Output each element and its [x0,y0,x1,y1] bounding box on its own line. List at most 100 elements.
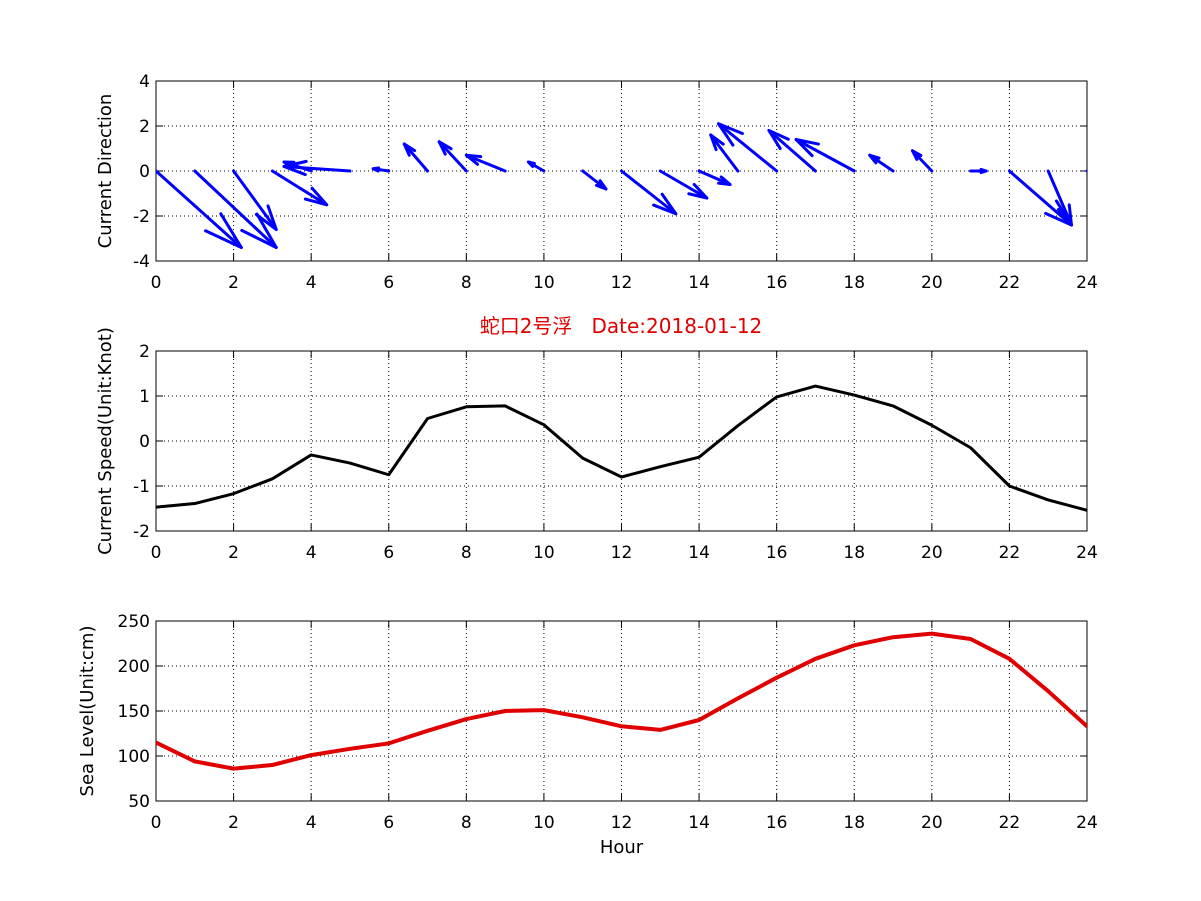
current-arrow-head [979,167,988,175]
speed-ytick-label: 2 [139,342,150,362]
current-arrow-head [709,133,725,152]
direction-xtick-label: 6 [383,273,394,293]
current-arrow [969,167,988,175]
current-arrow [1046,169,1073,227]
speed-ytick-label: 1 [139,387,150,407]
current-arrow-head [910,149,923,161]
current-arrow-shaft [270,169,329,207]
current-arrow-shaft [1046,169,1073,227]
speed-xtick-label: 10 [533,543,555,563]
level-ytick-label: 250 [118,612,150,632]
direction-xtick-label: 4 [306,273,317,293]
current-arrow [581,169,608,191]
current-arrow [620,169,678,216]
current-arrow [402,142,430,173]
current-arrow-shaft [767,129,817,173]
current-arrow [910,149,934,173]
current-arrow-shaft [282,165,352,173]
current-arrow-shaft [464,153,507,173]
current-arrow-head [371,166,381,173]
speed-xtick-label: 14 [688,543,710,563]
speed-xtick-label: 16 [766,543,788,563]
speed-xtick-label: 18 [843,543,865,563]
current-arrow-head [402,142,417,157]
current-arrow-shaft [794,138,856,173]
speed-xtick-label: 24 [1076,543,1098,563]
current-arrow-head [652,192,678,216]
current-arrow-head [526,160,536,169]
level-xtick-label: 22 [999,813,1021,833]
current-arrow [526,160,546,173]
current-arrow [437,140,468,173]
level-xtick-label: 12 [611,813,633,833]
direction-xtick-label: 24 [1076,273,1098,293]
direction-xtick-label: 12 [611,273,633,293]
direction-xtick-label: 8 [461,273,472,293]
direction-ytick-label: 0 [139,162,150,182]
current-arrow-shaft [232,169,278,231]
current-arrow [232,169,278,231]
level-xtick-label: 8 [461,813,472,833]
speed-xtick-label: 2 [228,543,239,563]
level-xlabel: Hour [600,837,644,858]
speed-xtick-label: 22 [999,543,1021,563]
current-arrow-head [687,182,709,200]
current-arrow-head [303,186,329,207]
direction-series [156,122,1134,249]
level-ytick-label: 50 [128,792,150,812]
speed-ylabel: Current Speed(Unit:Knot) [95,327,116,555]
current-arrow-shaft [437,140,468,173]
current-arrow-shaft [402,142,430,173]
current-arrow [270,169,329,207]
speed-xtick-label: 12 [611,543,633,563]
current-arrow-head [240,212,278,249]
speed-xtick-label: 20 [921,543,943,563]
current-arrow-head [717,175,732,186]
direction-xtick-label: 22 [999,273,1021,293]
direction-xtick-label: 10 [533,273,555,293]
direction-xtick-label: 20 [921,273,943,293]
current-arrow-shaft [709,133,740,173]
direction-xtick-label: 18 [843,273,865,293]
current-arrow-head [716,122,744,147]
direction-ytick-label: -2 [133,207,150,227]
speed-plot-area [155,350,1088,532]
current-arrow-shaft [620,169,678,216]
direction-ylabel: Current Direction [95,94,116,249]
level-xtick-label: 14 [688,813,710,833]
level-ytick-label: 150 [118,702,150,722]
direction-ytick-label: 4 [139,72,150,92]
level-xtick-label: 24 [1076,813,1098,833]
direction-xtick-label: 2 [228,273,239,293]
level-xtick-label: 6 [383,813,394,833]
current-arrow [193,169,278,249]
current-arrow-shaft [1085,169,1087,173]
current-arrow [868,153,895,173]
figure-title: 蛇口2号浮 Date:2018-01-12 [480,314,763,338]
current-arrow-head [437,140,453,156]
current-arrow-head [1116,183,1134,196]
current-arrow-shaft [156,169,243,249]
current-arrow [371,166,391,173]
current-arrow-head [282,159,308,177]
current-arrow-head [794,138,820,158]
current-arrow [1085,169,1134,196]
speed-xtick-label: 8 [461,543,472,563]
current-arrow [282,159,352,177]
current-arrow [716,122,779,173]
level-xtick-label: 0 [151,813,162,833]
level-xtick-label: 16 [766,813,788,833]
current-arrow [697,169,732,186]
current-arrow-head [595,179,608,191]
current-arrow-shaft [716,122,779,173]
speed-xtick-label: 4 [306,543,317,563]
level-ytick-label: 100 [118,747,150,767]
current-arrow-head [1056,203,1073,227]
current-arrow-head [204,212,243,249]
direction-xtick-label: 16 [766,273,788,293]
current-arrow-head [464,153,483,166]
speed-ytick-label: 0 [139,432,150,452]
